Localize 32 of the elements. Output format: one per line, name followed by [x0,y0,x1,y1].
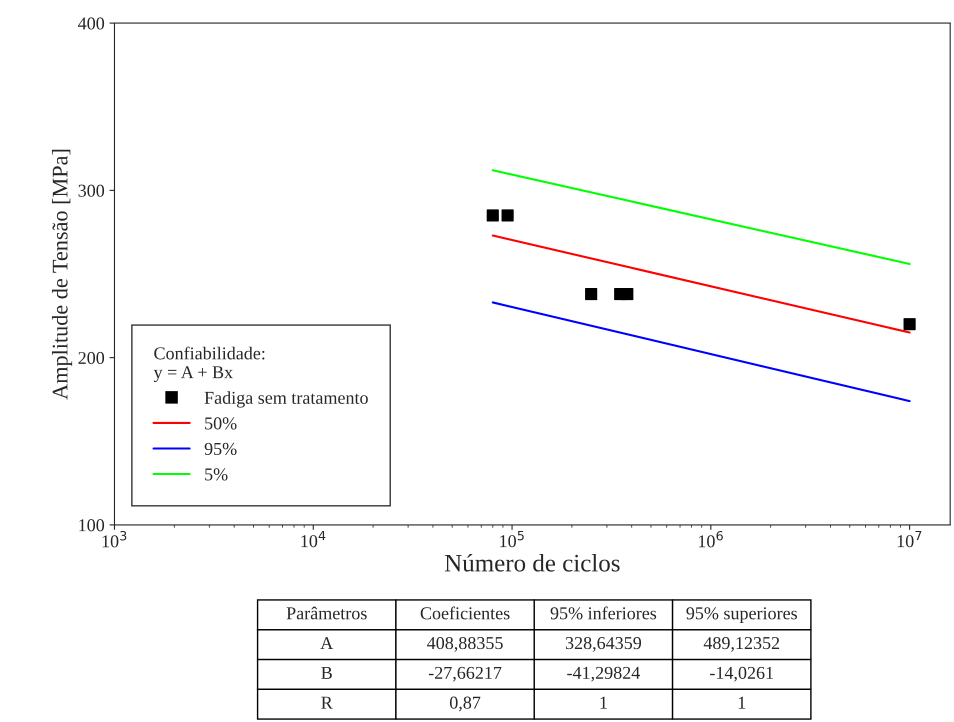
text: 489,12352 [704,636,780,652]
x-tick-label: 10$^{4}$ [301,530,326,548]
y-tick-label: 100 [79,519,104,532]
x-axis-title: Número de ciclos [444,554,620,572]
text: 95% superiores [686,607,797,624]
legend-title: Confiabilidade: y = A + Bx [154,346,264,382]
text: 95% inferiores [550,606,656,620]
text: 1 [738,696,746,709]
text: 1 [600,696,607,709]
text: Parâmetros [286,606,367,620]
legend-label: Fadiga sem tratamento [204,391,368,408]
y-axis-title: Amplitude de Tensão [MPa] [52,150,72,400]
text: 0,87 [450,696,480,712]
legend-label: 50% [205,417,237,430]
text: B [321,666,332,679]
y-tick-label: 200 [78,352,104,364]
legend-label: 95% [204,442,237,456]
x-tick-label: 10$^{7}$ [898,530,922,548]
legend-label: 5% [205,468,228,481]
text: 328,64359 [566,636,642,652]
text: Coeficientes [420,606,510,620]
text: -27,66217 [428,666,502,682]
x-tick-label: 10$^{5}$ [500,530,524,548]
y-tick-label: 300 [78,184,104,197]
y-tick-label: 400 [78,17,104,30]
text: -14,0261 [710,666,773,682]
x-tick-label: 10$^{3}$ [102,530,126,548]
x-tick-label: 10$^{6}$ [698,530,723,548]
text: R [321,696,333,709]
text: -41,29824 [567,666,640,682]
text: 408,88355 [427,636,503,652]
text: A [320,637,334,649]
